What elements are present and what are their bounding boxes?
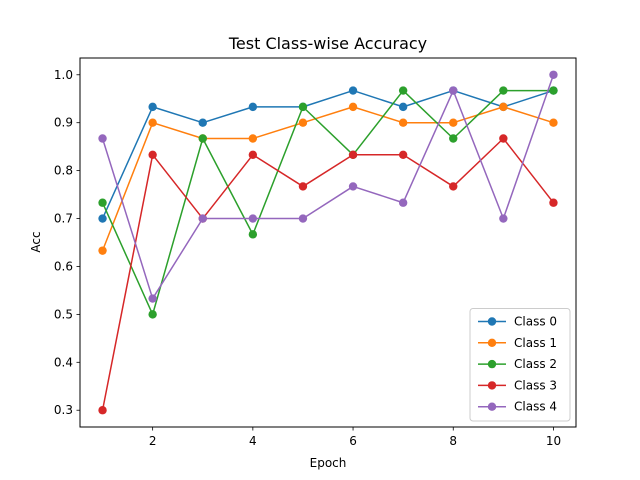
data-point-class-2	[148, 310, 157, 319]
data-point-class-4	[198, 214, 207, 223]
data-point-class-0	[148, 102, 157, 112]
y-tick-label: 0.4	[54, 355, 73, 369]
legend-label-class-3: Class 3	[514, 378, 557, 392]
y-tick-label: 0.8	[54, 164, 73, 178]
data-point-class-4	[348, 182, 358, 191]
data-point-class-4	[148, 294, 157, 303]
data-point-class-2	[398, 86, 408, 95]
y-axis-label: Acc	[29, 231, 43, 252]
y-tick-label: 0.6	[54, 259, 73, 273]
x-tick-label: 6	[349, 434, 357, 448]
data-point-class-4	[248, 214, 258, 223]
legend-marker-class-1	[487, 338, 497, 347]
legend-marker-class-3	[487, 381, 497, 390]
series-line-class-0	[101, 89, 554, 219]
data-point-class-4	[298, 214, 308, 223]
x-tick-label: 4	[249, 434, 257, 448]
data-point-class-1	[499, 102, 508, 112]
legend-marker-class-2	[487, 359, 497, 369]
plot-frame	[79, 57, 577, 428]
data-point-class-1	[449, 118, 458, 127]
chart-title: Test Class-wise Accuracy	[228, 34, 427, 53]
data-point-class-1	[148, 118, 157, 127]
data-point-class-4	[98, 134, 107, 143]
data-point-class-2	[549, 86, 558, 95]
data-point-class-2	[98, 198, 107, 207]
data-point-class-2	[198, 134, 207, 143]
series-line-class-4	[101, 74, 555, 300]
y-tick-label: 0.5	[54, 307, 73, 321]
data-point-class-2	[298, 102, 308, 112]
legend-box	[469, 308, 571, 422]
data-point-class-4	[499, 214, 508, 223]
y-tick-label: 0.3	[54, 403, 73, 417]
data-point-class-4	[549, 70, 558, 79]
legend-marker-class-4	[487, 402, 497, 411]
x-tick-label: 8	[449, 434, 457, 448]
legend-label-class-4: Class 4	[514, 400, 557, 414]
data-point-class-1	[98, 246, 107, 255]
data-point-class-1	[248, 134, 258, 143]
data-point-class-3	[148, 150, 157, 160]
data-point-class-3	[398, 150, 408, 160]
data-point-class-4	[449, 86, 458, 95]
data-point-class-1	[549, 118, 558, 127]
data-point-class-3	[298, 182, 308, 191]
series-line-class-3	[101, 137, 555, 411]
y-tick-label: 0.9	[54, 116, 73, 130]
x-axis-label: Epoch	[310, 456, 347, 470]
data-point-class-1	[398, 118, 408, 127]
data-point-class-3	[449, 182, 458, 191]
legend-label-class-0: Class 0	[514, 315, 557, 329]
data-point-class-0	[98, 214, 107, 223]
data-point-class-2	[449, 134, 458, 143]
x-tick-label: 2	[149, 434, 157, 448]
data-point-class-0	[248, 102, 258, 112]
series-line-class-2	[101, 89, 554, 316]
data-point-class-0	[348, 86, 358, 95]
data-point-class-3	[348, 150, 358, 160]
data-point-class-3	[549, 198, 558, 207]
data-point-class-1	[348, 102, 358, 112]
data-point-class-0	[198, 118, 207, 127]
x-tick-label: 10	[546, 434, 561, 448]
plot-area	[98, 70, 558, 415]
data-point-class-3	[499, 134, 508, 143]
legend-label-class-1: Class 1	[514, 336, 557, 350]
y-tick-label: 0.7	[54, 212, 73, 226]
data-point-class-1	[298, 118, 308, 127]
data-point-class-2	[248, 230, 258, 239]
data-point-class-2	[499, 86, 508, 95]
legend-marker-class-0	[487, 317, 497, 326]
data-point-class-3	[98, 406, 107, 415]
legend: Class 0 Class 1 Class 2 Class 3 Class 4	[469, 308, 571, 422]
data-point-class-3	[248, 150, 258, 160]
y-tick-label: 1.0	[54, 68, 73, 82]
data-point-class-0	[398, 102, 408, 112]
legend-label-class-2: Class 2	[514, 357, 557, 371]
data-point-class-4	[398, 198, 408, 207]
